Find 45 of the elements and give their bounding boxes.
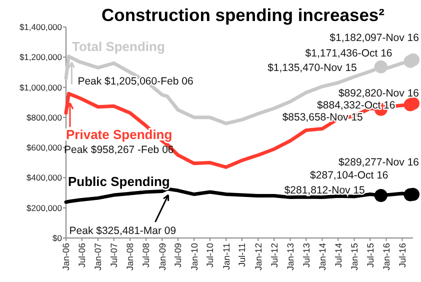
x-tick-label: Jan-15 — [349, 243, 360, 271]
y-tick-label: $1,000,000 — [19, 82, 62, 92]
point — [406, 96, 420, 110]
x-tick-label: Jan-12 — [253, 243, 264, 271]
x-tick-label: Jul-14 — [333, 243, 344, 268]
x-tick-label: Jul-12 — [269, 243, 280, 268]
x-tick-label: Jul-06 — [77, 243, 88, 268]
annotation: $1,135,470-Nov 15 — [268, 62, 358, 74]
x-tick-label: Jan-10 — [189, 243, 200, 271]
annotation: $1,182,097-Nov 16 — [330, 32, 420, 44]
y-tick-label: $400,000 — [26, 172, 62, 183]
x-tick-label: Jan-13 — [285, 243, 296, 271]
x-tick-label: Jan-16 — [381, 243, 392, 271]
annotation: $892,820-Nov 16 — [338, 87, 420, 100]
annotation: Peak $325,481-Mar 09 — [69, 224, 176, 237]
x-tick-label: Jul-11 — [237, 243, 248, 267]
y-tick-label: $600,000 — [26, 142, 62, 153]
annotation: $289,277-Nov 16 — [338, 156, 420, 168]
y-tick-label: $800,000 — [26, 112, 62, 122]
series-label: Public Spending — [68, 174, 170, 190]
y-tick-label: $0 — [52, 232, 62, 243]
x-tick-label: Jul-08 — [141, 243, 152, 268]
y-tick-label: $1,400,000 — [19, 22, 62, 32]
x-tick-label: Jan-14 — [317, 243, 328, 271]
annotation: Peak $1,205,060-Feb 06 — [78, 75, 194, 88]
x-tick-label: Jul-15 — [365, 243, 376, 268]
x-tick-label: Jul-16 — [397, 243, 408, 268]
point — [406, 53, 420, 66]
x-tick-label: Jan-11 — [221, 243, 232, 270]
point — [374, 60, 388, 74]
point — [374, 189, 388, 202]
annotation: $287,104-Oct 16 — [310, 170, 388, 182]
chart-title: Construction spending increases² — [102, 5, 385, 25]
x-tick-label: Jan-07 — [93, 243, 104, 271]
x-tick-label: Jul-09 — [173, 243, 184, 268]
y-tick-label: $200,000 — [26, 202, 62, 213]
x-tick-label: Jan-09 — [157, 243, 168, 271]
x-tick-label: Jul-10 — [205, 243, 216, 268]
annotation: $1,171,436-Oct 16 — [305, 47, 392, 60]
x-tick-label: Jul-07 — [109, 243, 120, 268]
x-tick-label: Jul-13 — [301, 243, 312, 268]
x-tick-label: Jan-06 — [61, 243, 72, 271]
y-tick-label: $1,200,000 — [19, 52, 62, 62]
annotation: $281,812-Nov 15 — [284, 184, 366, 197]
x-tick-label: Jan-08 — [125, 243, 136, 271]
